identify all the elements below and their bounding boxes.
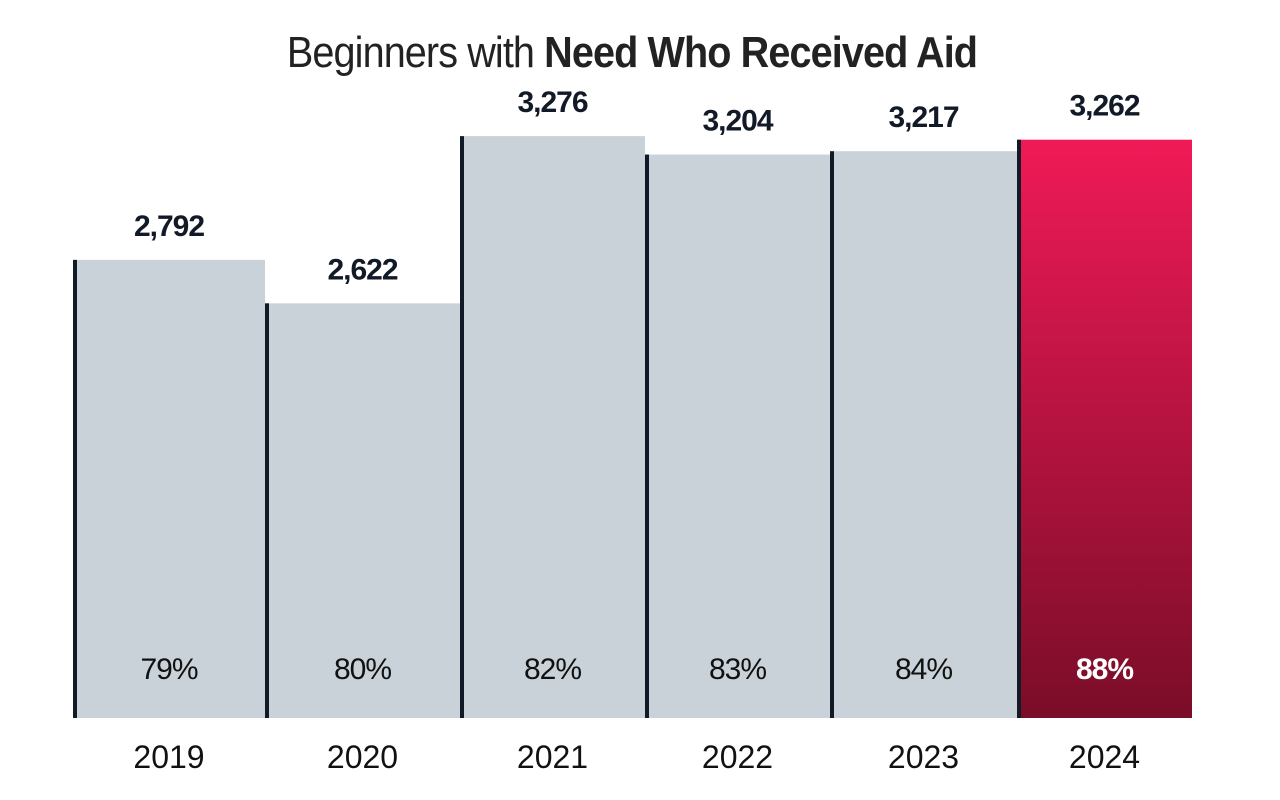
- value-label-2022: 3,204: [702, 105, 773, 138]
- value-label-2021: 3,276: [517, 86, 587, 119]
- bar-edge-2021: [460, 136, 464, 719]
- percent-label-2021: 82%: [524, 653, 581, 686]
- value-label-2019: 2,792: [134, 210, 204, 243]
- value-label-2023: 3,217: [888, 101, 958, 134]
- x-tick-2023: 2023: [888, 739, 959, 775]
- x-tick-2022: 2022: [702, 739, 773, 775]
- x-tick-2020: 2020: [327, 739, 398, 775]
- percent-label-2019: 79%: [140, 653, 197, 686]
- bar-2020: [265, 303, 460, 718]
- bar-edge-2022: [645, 154, 649, 718]
- percent-label-2023: 84%: [895, 653, 952, 686]
- value-label-2024: 3,262: [1069, 90, 1139, 123]
- x-tick-2024: 2024: [1069, 739, 1140, 775]
- bar-edge-2019: [73, 259, 77, 718]
- percent-label-2020: 80%: [334, 653, 391, 686]
- chart-title-bold: Need Who Received Aid: [544, 28, 978, 77]
- percent-label-2022: 83%: [709, 653, 766, 686]
- bar-2023: [830, 151, 1017, 719]
- chart-title: Beginners with Need Who Received Aid: [63, 28, 1201, 78]
- chart-title-light: Beginners with: [286, 28, 535, 77]
- x-tick-2019: 2019: [133, 739, 204, 775]
- value-label-2020: 2,622: [327, 253, 397, 286]
- bar-2021: [460, 136, 645, 719]
- x-tick-2021: 2021: [517, 739, 588, 775]
- bar-edge-2024: [1017, 139, 1021, 718]
- bar-2024: [1017, 139, 1192, 718]
- bar-2022: [645, 154, 830, 718]
- bar-edge-2020: [265, 303, 269, 718]
- bar-2019: [73, 259, 265, 718]
- percent-label-2024: 88%: [1076, 653, 1133, 686]
- bar-edge-2023: [830, 151, 834, 719]
